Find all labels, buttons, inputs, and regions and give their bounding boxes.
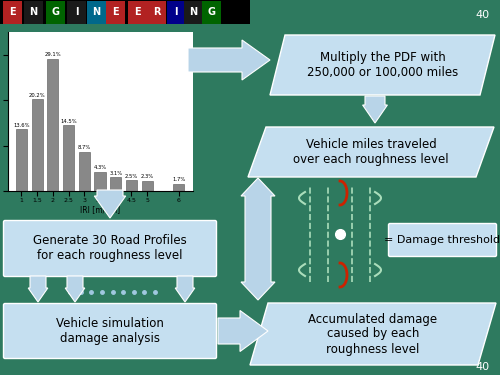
Polygon shape: [65, 276, 85, 302]
Text: 40: 40: [476, 363, 490, 372]
Bar: [48, 59, 58, 191]
Text: 14.5%: 14.5%: [60, 119, 77, 124]
Text: N: N: [190, 8, 198, 17]
Polygon shape: [175, 276, 195, 302]
Polygon shape: [188, 40, 270, 80]
Text: Multiply the PDF with
250,000 or 100,000 miles: Multiply the PDF with 250,000 or 100,000…: [307, 51, 458, 79]
Text: R: R: [153, 8, 160, 17]
Text: E: E: [134, 8, 140, 17]
Polygon shape: [362, 96, 388, 123]
Text: 3.1%: 3.1%: [109, 171, 122, 176]
Bar: [94, 172, 106, 191]
Text: 8.7%: 8.7%: [78, 145, 91, 150]
Text: E: E: [112, 8, 119, 17]
Text: 40: 40: [476, 10, 490, 20]
Bar: [126, 180, 137, 191]
Text: = Damage threshold: = Damage threshold: [384, 235, 500, 245]
Bar: [79, 152, 90, 191]
Text: I: I: [75, 8, 78, 17]
Text: Vehicle simulation
damage analysis: Vehicle simulation damage analysis: [56, 317, 164, 345]
Bar: [63, 125, 74, 191]
Polygon shape: [241, 178, 275, 300]
Polygon shape: [94, 190, 126, 218]
Polygon shape: [248, 127, 494, 177]
Text: 1.7%: 1.7%: [172, 177, 185, 182]
Bar: [142, 181, 152, 191]
Text: 2.5%: 2.5%: [125, 174, 138, 178]
Bar: [110, 177, 121, 191]
FancyBboxPatch shape: [4, 303, 216, 358]
Bar: [32, 99, 42, 191]
Text: I: I: [174, 8, 178, 17]
Text: Vehicle miles traveled
over each roughness level: Vehicle miles traveled over each roughne…: [293, 138, 449, 166]
X-axis label: IRI [m/km]: IRI [m/km]: [80, 205, 120, 214]
Text: 20.2%: 20.2%: [29, 93, 46, 98]
Text: Generate 30 Road Profiles
for each roughness level: Generate 30 Road Profiles for each rough…: [33, 234, 187, 262]
Text: N: N: [30, 8, 38, 17]
Polygon shape: [250, 303, 496, 365]
Polygon shape: [218, 310, 268, 351]
Text: G: G: [207, 8, 215, 17]
FancyBboxPatch shape: [388, 224, 496, 256]
Text: 4.3%: 4.3%: [94, 165, 106, 170]
Text: G: G: [51, 8, 59, 17]
Text: E: E: [8, 8, 16, 17]
FancyBboxPatch shape: [4, 220, 216, 276]
Bar: [173, 183, 184, 191]
Text: N: N: [92, 8, 100, 17]
Text: 13.6%: 13.6%: [13, 123, 30, 128]
Polygon shape: [28, 276, 48, 302]
Text: Accumulated damage
caused by each
roughness level: Accumulated damage caused by each roughn…: [308, 312, 438, 356]
Text: 2.3%: 2.3%: [140, 174, 153, 179]
Polygon shape: [270, 35, 495, 95]
Bar: [16, 129, 27, 191]
Text: 29.1%: 29.1%: [44, 53, 61, 57]
